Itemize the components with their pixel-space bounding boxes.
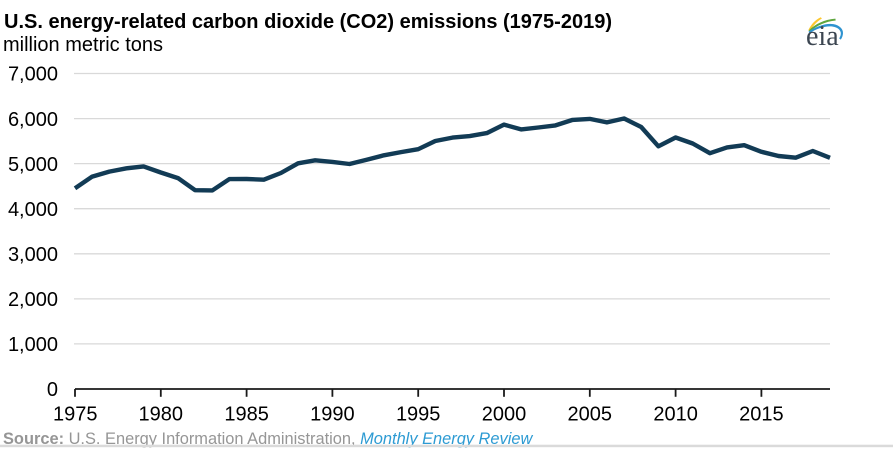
svg-text:U.S. energy-related carbon dio: U.S. energy-related carbon dioxide (CO2)… [4, 11, 612, 33]
svg-text:7,000: 7,000 [8, 64, 58, 86]
svg-text:1,000: 1,000 [8, 334, 58, 356]
svg-text:3,000: 3,000 [8, 244, 58, 266]
svg-text:million metric tons: million metric tons [3, 34, 163, 56]
svg-text:1985: 1985 [224, 403, 269, 425]
svg-text:0: 0 [47, 379, 58, 401]
svg-text:1990: 1990 [310, 403, 355, 425]
svg-text:2005: 2005 [568, 403, 613, 425]
svg-text:1975: 1975 [53, 403, 98, 425]
svg-text:2,000: 2,000 [8, 289, 58, 311]
svg-text:2015: 2015 [739, 403, 784, 425]
svg-text:4,000: 4,000 [8, 199, 58, 221]
svg-text:2010: 2010 [653, 403, 698, 425]
svg-text:Source: U.S. Energy Informatio: Source: U.S. Energy Information Administ… [3, 430, 533, 448]
svg-text:2000: 2000 [482, 403, 527, 425]
svg-text:1980: 1980 [139, 403, 184, 425]
svg-text:6,000: 6,000 [8, 109, 58, 131]
svg-text:1995: 1995 [396, 403, 441, 425]
svg-text:eia: eia [806, 21, 839, 52]
svg-text:5,000: 5,000 [8, 154, 58, 176]
